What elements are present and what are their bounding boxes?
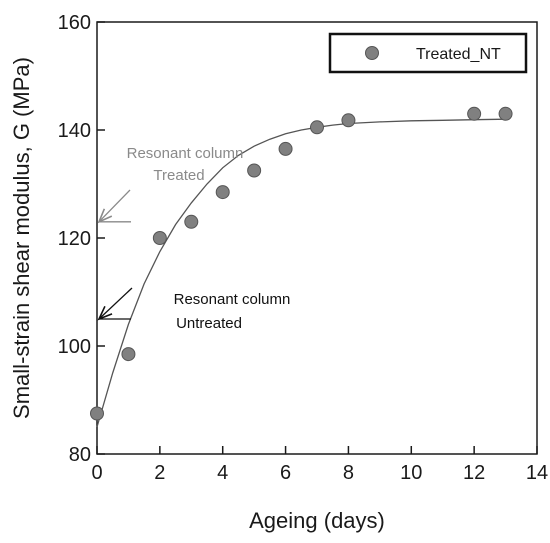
arrow-shaft [98, 287, 133, 320]
legend: Treated_NT [328, 32, 528, 74]
annotation-treated-line2: Treated [153, 167, 204, 184]
arrow-treated [97, 189, 131, 224]
x-tick-label: 8 [343, 462, 354, 484]
data-points [90, 106, 513, 421]
y-axis-title: Small-strain shear modulus, G (MPa) [9, 57, 34, 419]
data-point [215, 185, 230, 200]
x-tick-label: 0 [91, 462, 102, 484]
y-tick-label: 140 [58, 120, 91, 142]
x-tick-label: 10 [400, 462, 422, 484]
annotation-untreated-line1: Resonant column [174, 291, 291, 308]
y-tick-label: 80 [69, 444, 91, 466]
x-axis: 0 2 4 6 8 10 12 14 [91, 446, 548, 484]
annotation-untreated-line2: Untreated [176, 315, 242, 332]
y-tick-label: 160 [58, 12, 91, 34]
arrow-shaft [98, 189, 131, 223]
arrow-untreated [97, 287, 133, 321]
legend-box [328, 32, 528, 74]
data-point [310, 120, 324, 135]
data-point [498, 106, 513, 121]
fit-curve [96, 118, 506, 428]
y-tick-label: 100 [58, 336, 91, 358]
data-point [341, 113, 356, 128]
y-axis: 80 100 120 140 160 [58, 12, 105, 466]
annotation-treated-line1: Resonant column [127, 145, 244, 162]
x-tick-label: 6 [280, 462, 291, 484]
legend-label: Treated_NT [416, 46, 501, 63]
arrow-head [97, 305, 113, 321]
arrow-head [97, 208, 113, 224]
data-point [467, 106, 482, 121]
data-point [90, 406, 104, 421]
x-tick-label: 12 [463, 462, 485, 484]
data-point [152, 231, 167, 245]
x-tick-label: 14 [526, 462, 548, 484]
fit-curve-layer [96, 118, 506, 428]
y-tick-label: 120 [58, 228, 91, 250]
data-point [247, 163, 262, 178]
data-point [121, 347, 136, 362]
legend-marker [365, 46, 379, 60]
annotation-treated: Resonant column Treated [127, 145, 244, 184]
data-point [278, 141, 293, 156]
x-tick-label: 4 [217, 462, 228, 484]
x-tick-label: 2 [154, 462, 165, 484]
x-axis-title: Ageing (days) [249, 508, 385, 533]
annotation-untreated: Resonant column Untreated [174, 291, 291, 332]
data-point [184, 214, 199, 229]
